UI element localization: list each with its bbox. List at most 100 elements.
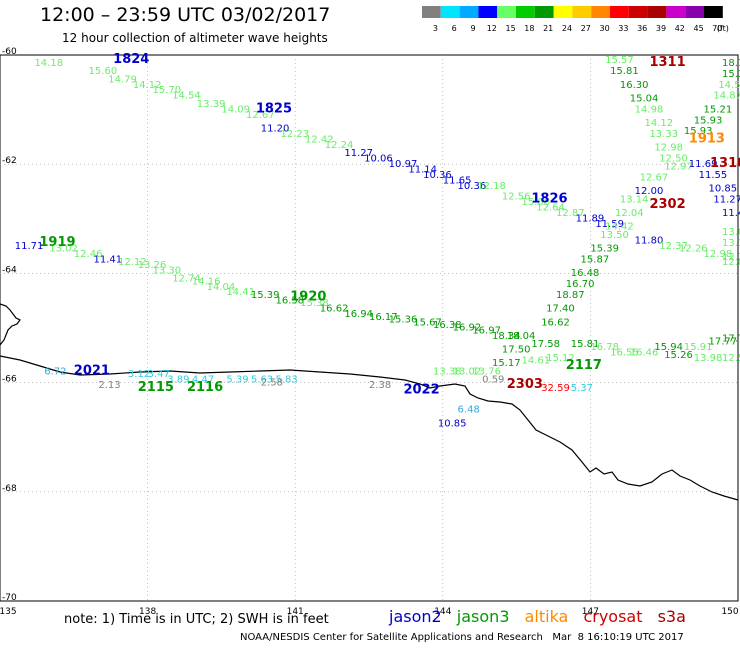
legend-swatch (422, 6, 441, 18)
wave-height-label: 12.46 (74, 249, 103, 260)
wave-height-label: 13.14 (620, 194, 649, 205)
wave-height-label: 15.60 (89, 66, 118, 77)
wave-height-label: 15.36 (389, 315, 418, 326)
pass-time-label: 1311 (649, 55, 685, 70)
lat-tick-label: -70 (2, 593, 17, 603)
wave-height-label: 16.48 (571, 268, 600, 279)
pass-time-label: 2116 (187, 380, 223, 395)
wave-height-label: 12.00 (635, 186, 664, 197)
legend-swatch (516, 6, 535, 18)
wave-height-label: 15.38 (300, 298, 329, 309)
wave-height-label: 15.08 (522, 197, 551, 208)
wave-height-label: 13.76 (472, 366, 501, 377)
wave-height-label: 16.70 (566, 279, 595, 290)
wave-height-label: 15.81 (610, 66, 639, 77)
wave-height-label: 14.79 (108, 74, 137, 85)
wave-height-label: 12.67 (246, 110, 275, 121)
wave-height-label: 12.37 (659, 241, 688, 252)
wave-height-label: 16.30 (620, 80, 649, 91)
wave-height-label: 18.87 (556, 290, 585, 301)
wave-height-label: 17.78 (722, 334, 740, 345)
wave-height-label: 14.41 (226, 287, 255, 298)
wave-height-label: 10.85 (438, 418, 467, 429)
wave-height-label: 14.53 (718, 80, 740, 91)
wave-height-label: 6.72 (44, 366, 66, 377)
pass-time-label: 1913 (689, 131, 725, 146)
wave-height-label: 15.39 (251, 290, 280, 301)
wave-height-label: 15.04 (630, 93, 659, 104)
legend-bin-label: 24 (562, 24, 572, 33)
wave-height-label: 4.47 (192, 375, 214, 386)
wave-height-label: 14.04 (207, 282, 236, 293)
wave-height-label: 11.41 (93, 254, 122, 265)
wave-height-label: 12.31 (722, 252, 740, 263)
color-legend: 3 6 9 12 15 18 21 24 27 30 33 36 39 42 45 70(ft) (422, 6, 729, 33)
wave-height-label: 12.42 (305, 134, 334, 145)
lat-tick-label: -64 (2, 265, 17, 275)
legend-swatch (591, 6, 610, 18)
wave-height-label: 12.18 (477, 181, 506, 192)
legend-swatch (647, 6, 667, 18)
wave-height-label: 14.54 (172, 91, 201, 102)
wave-height-label: 5.63 (251, 375, 273, 386)
wave-height-label: 12.26 (679, 244, 708, 255)
lon-tick-label: 135 (0, 607, 17, 617)
wave-height-label: 3.89 (167, 375, 189, 386)
wave-height-label: 10.36 (458, 181, 487, 192)
legend-bin-label: 33 (618, 24, 628, 33)
wave-height-label: 16.55 (610, 347, 639, 358)
lat-tick-label: -60 (2, 47, 17, 57)
wave-height-label: 3.47 (148, 369, 170, 380)
wave-height-label: 15.26 (664, 350, 693, 361)
legend-bin-label: 70 (712, 24, 722, 33)
wave-height-label: 15.94 (654, 342, 683, 353)
lat-tick-label: -68 (2, 484, 17, 494)
wave-height-label: 14.09 (221, 104, 250, 115)
wave-height-label: 16.38 (433, 320, 462, 331)
legend-swatch (440, 6, 460, 18)
wave-height-label: 15.87 (581, 254, 610, 265)
wave-height-label: 14.61 (522, 355, 551, 366)
legend-bin-label: 21 (543, 24, 553, 33)
wave-height-label: 12.98 (654, 143, 683, 154)
wave-height-label: 17.77 (708, 336, 737, 347)
wave-height-label: 13.02 (453, 366, 482, 377)
legend-swatch (685, 6, 704, 18)
wave-height-label: 12.87 (556, 208, 585, 219)
pass-time-label: 2022 (403, 383, 439, 398)
legend-bin-label: 18 (524, 24, 534, 33)
wave-height-label: 15.17 (492, 358, 521, 369)
wave-height-label: 10.36 (423, 170, 452, 181)
lat-tick-label: -62 (2, 156, 17, 166)
footer-credit: NOAA/NESDIS Center for Satellite Applica… (240, 632, 684, 643)
lat-tick-label: -66 (2, 375, 17, 385)
lon-tick-label: 150 (721, 607, 738, 617)
satellite-altika: altika (524, 607, 569, 626)
wave-height-label: 11.69 (689, 159, 718, 170)
wave-height-label: 11.89 (576, 214, 605, 225)
wave-height-label: 18.13 (722, 58, 740, 69)
satellite-jason3: jason3 (456, 607, 510, 626)
wave-height-label: 2.58 (261, 377, 283, 388)
satellite-tracks: 14.1815.6014.7914.1215.7014.5413.3914.09… (15, 52, 740, 429)
lon-tick-label: 141 (287, 607, 304, 617)
satellite-s3a: s3a (657, 607, 686, 626)
satellite-cryosat: cryosat (583, 607, 643, 626)
wave-height-label: 17.58 (531, 339, 560, 350)
units-note: note: 1) Time is in UTC; 2) SWH is in fe… (64, 612, 329, 627)
legend-swatch (704, 6, 723, 18)
legend-bin-label: 42 (675, 24, 685, 33)
wave-height-label: 10.06 (364, 153, 393, 164)
wave-height-label: 5.37 (571, 383, 593, 394)
wave-height-label: 3.12 (128, 369, 150, 380)
pass-time-label: 1824 (113, 52, 149, 67)
legend-bin-label: 6 (452, 24, 457, 33)
wave-height-label: 13.26 (138, 260, 167, 271)
page-subtitle: 12 hour collection of altimeter wave hei… (62, 31, 328, 45)
wave-height-label: 16.62 (320, 304, 349, 315)
wave-height-label: 11.27 (344, 148, 373, 159)
wave-height-label: 6.48 (458, 405, 480, 416)
legend-bin-label: 3 (433, 24, 438, 33)
wave-height-label: 13.50 (600, 230, 629, 241)
legend-swatch (610, 6, 629, 18)
